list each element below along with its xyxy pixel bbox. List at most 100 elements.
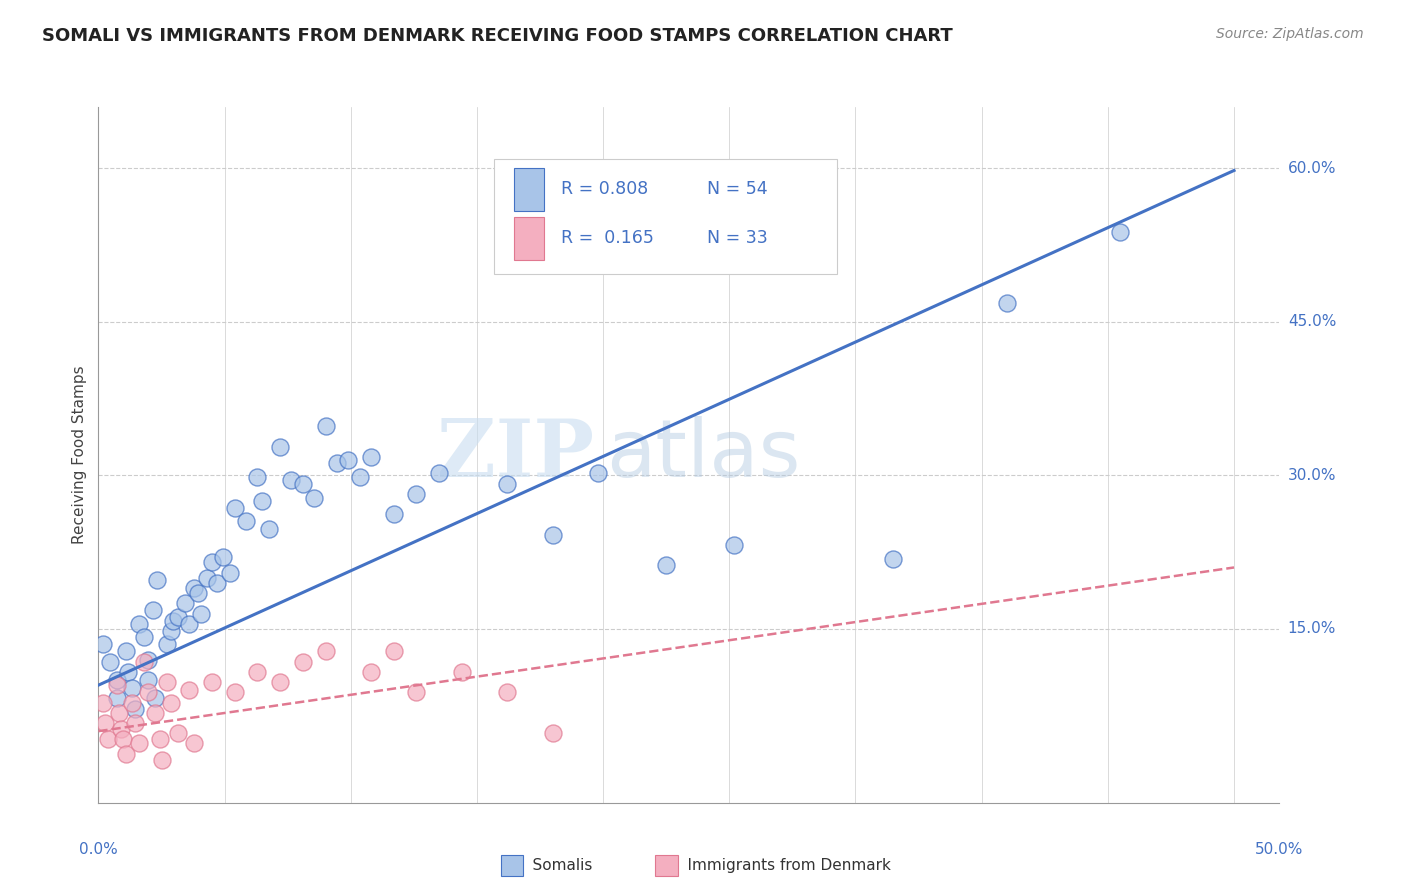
Point bbox=[143, 706, 166, 720]
Point bbox=[190, 607, 212, 621]
Point bbox=[382, 644, 405, 658]
Point bbox=[882, 552, 904, 566]
Point bbox=[105, 691, 128, 706]
Point bbox=[360, 665, 382, 679]
Point bbox=[91, 696, 114, 710]
Point bbox=[114, 644, 136, 658]
Point bbox=[179, 616, 201, 631]
Point bbox=[541, 726, 564, 740]
Point bbox=[360, 450, 382, 464]
Point bbox=[269, 440, 291, 454]
Point bbox=[160, 624, 183, 638]
Point bbox=[655, 558, 678, 573]
Point bbox=[150, 753, 173, 767]
Point bbox=[96, 732, 118, 747]
Point bbox=[105, 678, 128, 692]
Point bbox=[155, 675, 177, 690]
Point bbox=[128, 616, 150, 631]
Point bbox=[235, 515, 257, 529]
Point bbox=[183, 581, 205, 595]
Point bbox=[427, 467, 450, 481]
Point bbox=[326, 456, 349, 470]
Point bbox=[250, 494, 273, 508]
Point bbox=[132, 655, 155, 669]
Point bbox=[291, 476, 314, 491]
Point bbox=[162, 614, 184, 628]
Point bbox=[108, 706, 131, 720]
Point bbox=[496, 685, 519, 699]
Point bbox=[187, 586, 209, 600]
Point bbox=[98, 655, 121, 669]
Point bbox=[280, 474, 302, 488]
Point bbox=[224, 685, 246, 699]
Point bbox=[201, 675, 224, 690]
Point bbox=[124, 701, 146, 715]
Point bbox=[995, 296, 1018, 310]
Point bbox=[146, 573, 169, 587]
Point bbox=[117, 665, 139, 679]
FancyBboxPatch shape bbox=[494, 159, 837, 274]
Point bbox=[173, 596, 195, 610]
Point bbox=[197, 571, 219, 585]
Point bbox=[143, 691, 166, 706]
Point bbox=[128, 736, 150, 750]
Point bbox=[94, 716, 117, 731]
Text: atlas: atlas bbox=[606, 416, 800, 494]
Point bbox=[138, 652, 160, 666]
Point bbox=[167, 726, 190, 740]
Point bbox=[114, 747, 136, 761]
Text: ZIP: ZIP bbox=[437, 416, 595, 494]
Point bbox=[496, 476, 519, 491]
Point bbox=[212, 550, 235, 565]
Y-axis label: Receiving Food Stamps: Receiving Food Stamps bbox=[72, 366, 87, 544]
Point bbox=[121, 681, 143, 696]
Point bbox=[121, 696, 143, 710]
Bar bbox=[515, 217, 544, 260]
Point bbox=[315, 419, 337, 434]
Text: SOMALI VS IMMIGRANTS FROM DENMARK RECEIVING FOOD STAMPS CORRELATION CHART: SOMALI VS IMMIGRANTS FROM DENMARK RECEIV… bbox=[42, 27, 953, 45]
Text: Immigrants from Denmark: Immigrants from Denmark bbox=[668, 858, 891, 872]
Point bbox=[219, 566, 242, 580]
Point bbox=[246, 470, 269, 484]
Point bbox=[155, 637, 177, 651]
Point bbox=[723, 538, 745, 552]
Text: R =  0.165: R = 0.165 bbox=[561, 229, 654, 247]
Point bbox=[450, 665, 472, 679]
Point bbox=[269, 675, 291, 690]
Point bbox=[149, 732, 172, 747]
Text: 60.0%: 60.0% bbox=[1288, 161, 1336, 176]
Point bbox=[405, 487, 427, 501]
Text: 0.0%: 0.0% bbox=[79, 842, 118, 856]
Text: Somalis: Somalis bbox=[513, 858, 592, 872]
Point bbox=[132, 630, 155, 644]
Point bbox=[110, 722, 132, 736]
Point bbox=[179, 683, 201, 698]
Point bbox=[183, 736, 205, 750]
Point bbox=[315, 644, 337, 658]
Point bbox=[224, 501, 246, 516]
Point bbox=[138, 673, 160, 687]
Bar bbox=[515, 169, 544, 211]
Point bbox=[105, 673, 128, 687]
Point bbox=[160, 696, 183, 710]
Point bbox=[167, 609, 190, 624]
Point bbox=[405, 685, 427, 699]
Text: 45.0%: 45.0% bbox=[1288, 314, 1336, 329]
Text: 50.0%: 50.0% bbox=[1256, 842, 1303, 856]
Point bbox=[246, 665, 269, 679]
Point bbox=[142, 603, 165, 617]
Text: Source: ZipAtlas.com: Source: ZipAtlas.com bbox=[1216, 27, 1364, 41]
Text: N = 33: N = 33 bbox=[707, 229, 768, 247]
Point bbox=[91, 637, 114, 651]
Point bbox=[541, 527, 564, 541]
Text: R = 0.808: R = 0.808 bbox=[561, 180, 648, 198]
Point bbox=[124, 716, 146, 731]
Text: 15.0%: 15.0% bbox=[1288, 622, 1336, 636]
Point bbox=[586, 467, 609, 481]
Point bbox=[382, 508, 405, 522]
Point bbox=[138, 685, 160, 699]
Point bbox=[1109, 225, 1132, 239]
Point bbox=[302, 491, 325, 505]
Point bbox=[349, 470, 371, 484]
Text: 30.0%: 30.0% bbox=[1288, 468, 1336, 483]
